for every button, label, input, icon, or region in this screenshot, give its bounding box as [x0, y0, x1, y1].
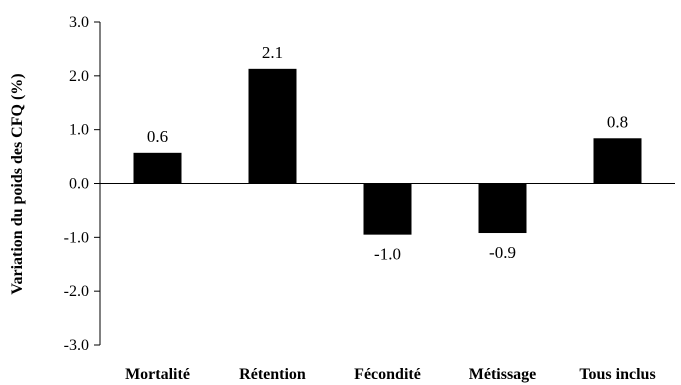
data-label: -1.0: [374, 245, 401, 264]
y-tick-label: -1.0: [64, 229, 89, 246]
y-tick-label: 3.0: [69, 14, 89, 31]
y-tick-label: 2.0: [69, 68, 89, 85]
x-category-label: Rétention: [239, 366, 306, 383]
y-tick-label: 1.0: [69, 122, 89, 139]
x-category-label: Tous inclus: [579, 366, 655, 383]
plot-area: 3.0 2.0 1.0 0.0 -1.0 -2.0 -3.0 0.6 Mortalité 2.1 R…: [64, 14, 675, 383]
y-tick-label: 0.0: [69, 176, 89, 193]
bar: [248, 68, 297, 184]
bar: [478, 183, 527, 234]
data-label: 0.8: [607, 112, 628, 131]
data-label: 2.1: [262, 43, 283, 62]
y-axis-title: Variation du poids des CFQ (%): [9, 73, 26, 294]
bar: [593, 138, 642, 184]
data-label: 0.6: [147, 127, 168, 146]
y-tick-label: -3.0: [64, 337, 89, 354]
data-label: -0.9: [489, 243, 516, 262]
bar: [133, 152, 182, 184]
x-category-label: Mortalité: [125, 366, 190, 383]
x-category-label: Fécondité: [354, 366, 421, 383]
bar: [363, 183, 412, 235]
x-category-label: Métissage: [469, 366, 537, 383]
y-tick-label: -2.0: [64, 283, 89, 300]
